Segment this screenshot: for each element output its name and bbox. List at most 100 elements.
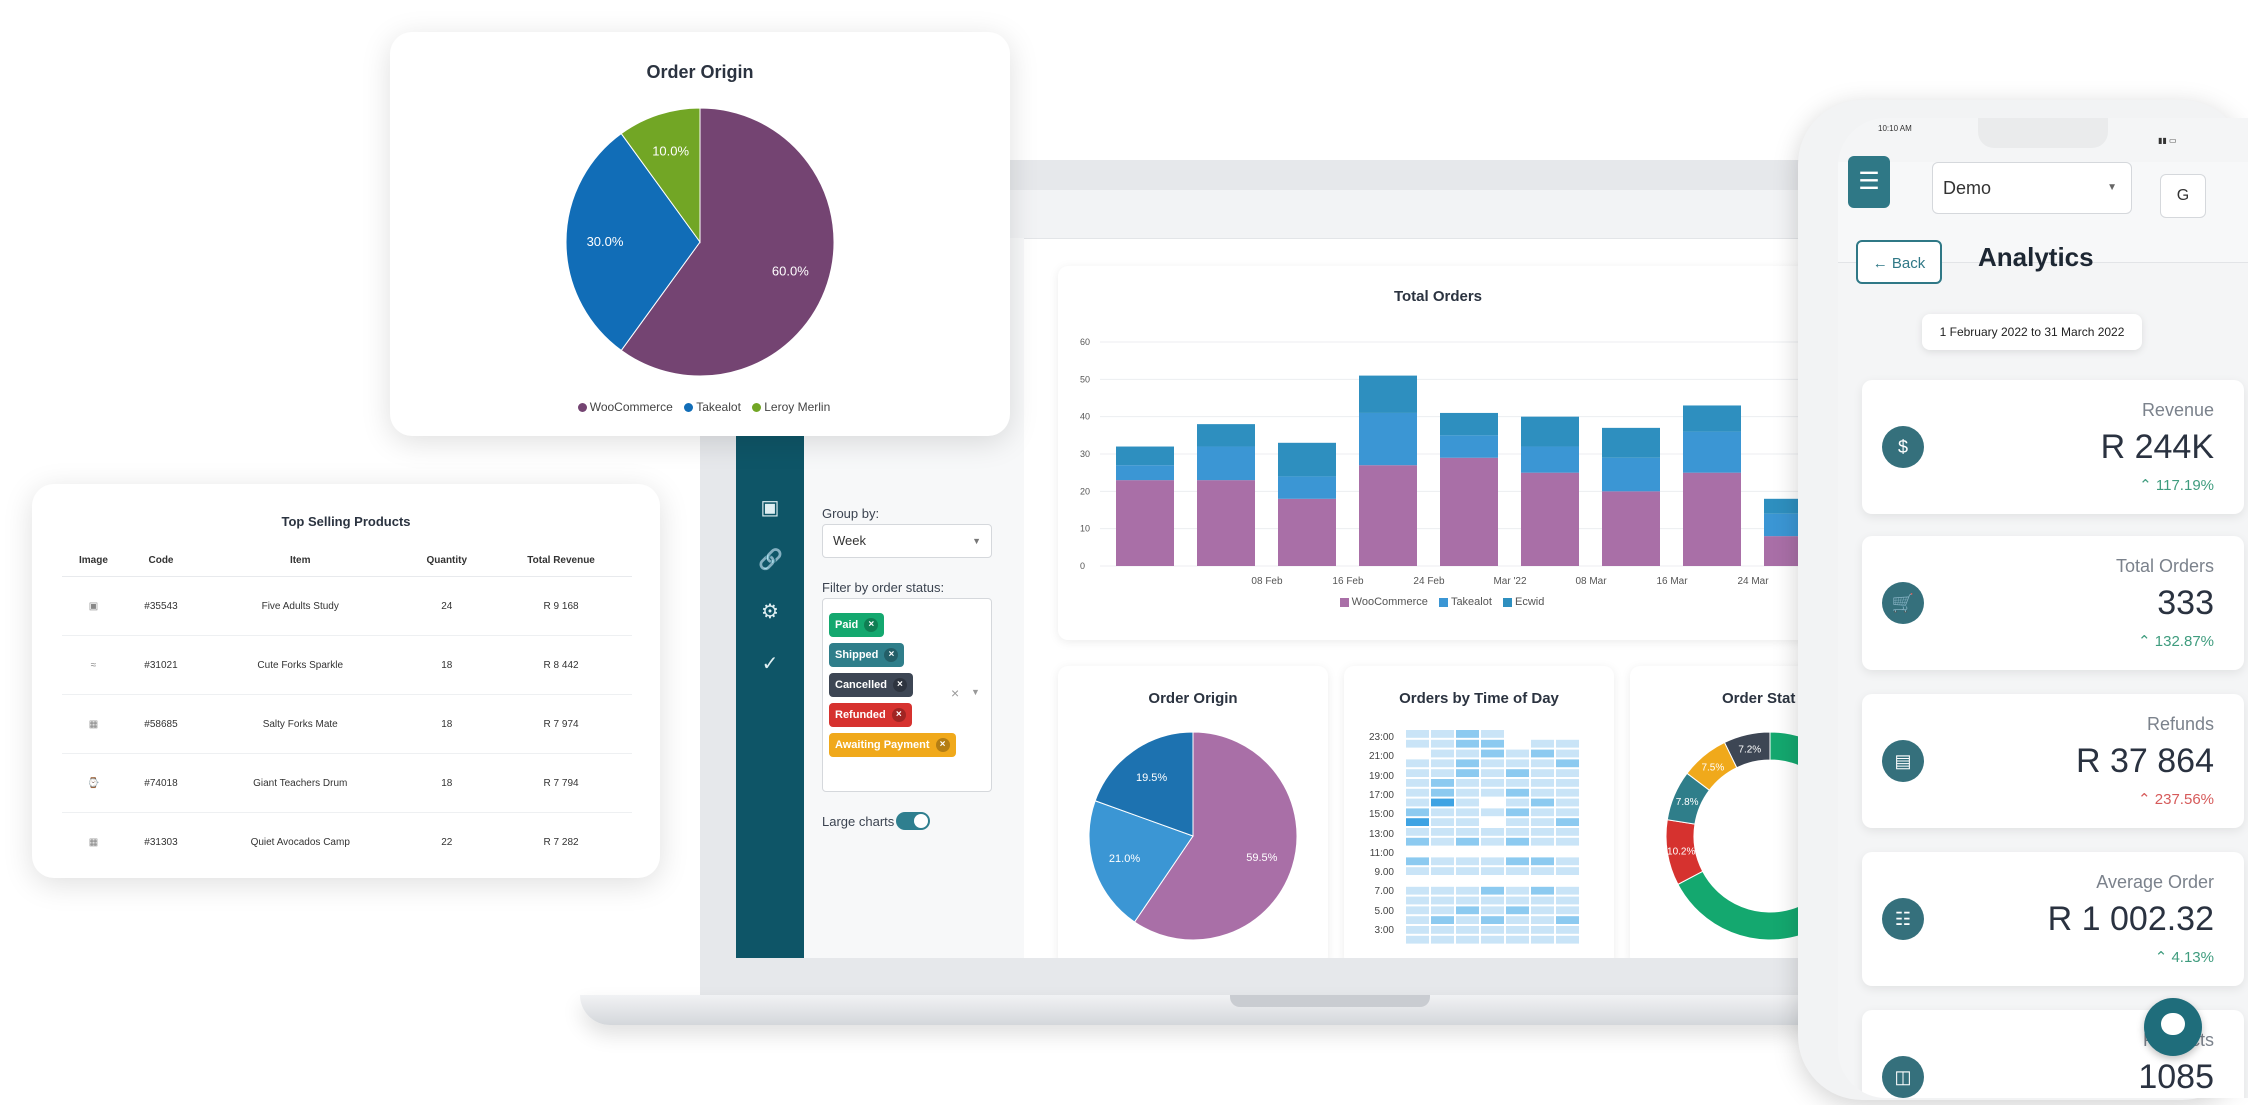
order-status-title: Order Stat bbox=[1722, 690, 1796, 707]
cell-quantity: 24 bbox=[403, 576, 491, 636]
status-tag-shipped[interactable]: Shipped × bbox=[829, 643, 905, 667]
average-order-card[interactable]: ☷ Average Order R 1 002.32 ⌃ 4.13% bbox=[1862, 852, 2244, 986]
time-of-day-card: Orders by Time of Day 23:00 21:00 19:00 17:… bbox=[1344, 666, 1614, 958]
hour-label: 23:00 bbox=[1368, 732, 1394, 743]
average-order-label: Average Order bbox=[2096, 872, 2214, 892]
cell-item: Cute Forks Sparkle bbox=[197, 635, 404, 695]
heatmap-cell bbox=[1456, 916, 1479, 924]
status-tag-refunded[interactable]: Refunded × bbox=[829, 703, 912, 727]
menu-icon[interactable]: ☰ bbox=[1848, 156, 1890, 208]
remove-icon[interactable]: × bbox=[884, 648, 899, 663]
heatmap-cell bbox=[1431, 935, 1454, 944]
chat-bubble-icon bbox=[2161, 1013, 2185, 1035]
table-row[interactable]: ▣ #35543 Five Adults Study 24 R 9 168 bbox=[62, 576, 632, 636]
heatmap-cell bbox=[1456, 837, 1479, 846]
legend-swatch bbox=[684, 403, 694, 413]
order-origin-legend: WooCommerce Takealot Leroy Merlin bbox=[390, 400, 1010, 414]
date-range-button[interactable]: 1 February 2022 to 31 March 2022 bbox=[1922, 314, 2142, 350]
tag-label: Cancelled bbox=[835, 679, 887, 691]
total-orders-label: Total Orders bbox=[2115, 556, 2214, 576]
link-icon[interactable]: 🔗 bbox=[758, 549, 783, 571]
heatmap-cell bbox=[1531, 877, 1554, 885]
table-row[interactable]: ≈ #31021 Cute Forks Sparkle 18 R 8 442 bbox=[62, 635, 632, 695]
inbox-icon[interactable]: ▣ bbox=[760, 497, 780, 519]
tag-label: Paid bbox=[835, 619, 859, 631]
dollar-icon: $ bbox=[1882, 426, 1924, 468]
cell-code: #58685 bbox=[124, 694, 198, 754]
trend-up-icon: ⌃ bbox=[2138, 633, 2151, 650]
heatmap-cell bbox=[1406, 867, 1429, 875]
large-charts-toggle[interactable] bbox=[896, 812, 930, 830]
pie-slice bbox=[1088, 800, 1194, 923]
pie-slice bbox=[1133, 731, 1298, 941]
heatmap-cell bbox=[1481, 798, 1504, 807]
heatmap-cell bbox=[1431, 788, 1454, 797]
table-row[interactable]: ▦ #58685 Salty Forks Mate 18 R 7 974 bbox=[62, 694, 632, 754]
status-filter-box[interactable]: Paid × Shipped × Cancelled × Refunded × Awai… bbox=[822, 598, 992, 792]
tag-label: Refunded bbox=[835, 709, 886, 721]
legend-label: WooCommerce bbox=[1351, 596, 1428, 608]
remove-icon[interactable]: × bbox=[864, 618, 879, 633]
heatmap-cell bbox=[1456, 798, 1479, 807]
heatmap-cell bbox=[1506, 818, 1529, 826]
heatmap-cell bbox=[1431, 749, 1454, 758]
chat-button[interactable] bbox=[2144, 998, 2202, 1056]
heatmap-cell bbox=[1506, 779, 1529, 787]
box-icon: ◫ bbox=[1882, 1056, 1924, 1098]
heatmap-cell bbox=[1556, 906, 1579, 915]
status-tag-paid[interactable]: Paid × bbox=[829, 613, 885, 637]
legend-swatch bbox=[752, 403, 762, 413]
chevron-down-icon[interactable]: ▼ bbox=[971, 687, 980, 697]
y-tick-label: 10 bbox=[1080, 524, 1090, 534]
cell-code: #31303 bbox=[144, 836, 178, 848]
remove-icon[interactable]: × bbox=[935, 738, 950, 753]
heatmap-cell bbox=[1406, 808, 1429, 817]
bar-segment bbox=[1197, 424, 1255, 447]
remove-icon[interactable]: × bbox=[891, 708, 906, 723]
heatmap-cell bbox=[1431, 926, 1454, 934]
heatmap-cell bbox=[1556, 779, 1579, 787]
cell-revenue: R 8 442 bbox=[490, 635, 632, 695]
bar-segment bbox=[1521, 472, 1579, 566]
check-circle-icon[interactable]: ✓ bbox=[761, 653, 779, 675]
table-row[interactable]: ▦ #31303 Quiet Avocados Camp 22 R 7 282 bbox=[62, 813, 632, 872]
avatar-button[interactable]: G bbox=[2160, 174, 2206, 218]
top-selling-products-card: Top Selling Products Image Code Item Qua… bbox=[32, 484, 660, 878]
top-selling-table: Image Code Item Quantity Total Revenue ▣… bbox=[62, 544, 632, 871]
heatmap-cell bbox=[1481, 828, 1504, 836]
store-select[interactable]: Demo ▼ bbox=[1932, 162, 2132, 214]
bar-segment bbox=[1683, 472, 1741, 566]
status-tag-awaiting-payment[interactable]: Awaiting Payment × bbox=[829, 733, 956, 757]
back-button[interactable]: ← Back bbox=[1856, 240, 1942, 284]
status-time: 10:10 AM bbox=[1878, 124, 1912, 133]
group-by-select[interactable]: Week ▼ bbox=[822, 524, 992, 558]
cell-item: Quiet Avocados Camp bbox=[250, 836, 350, 848]
heatmap-cell bbox=[1556, 730, 1579, 738]
x-tick-label: Mar '22 bbox=[1493, 576, 1526, 587]
heatmap-cell bbox=[1531, 788, 1554, 797]
clear-icon[interactable]: × bbox=[951, 685, 960, 701]
gear-icon[interactable]: ⚙ bbox=[761, 601, 779, 623]
heatmap-cell bbox=[1531, 818, 1554, 826]
heatmap-cell bbox=[1506, 730, 1529, 738]
bar-segment bbox=[1521, 416, 1579, 447]
heatmap-cell bbox=[1456, 828, 1479, 836]
bar-segment bbox=[1359, 465, 1417, 566]
heatmap-cell bbox=[1556, 788, 1579, 797]
revenue-card[interactable]: $ Revenue R 244K ⌃ 117.19% bbox=[1862, 380, 2244, 514]
heatmap-cell bbox=[1531, 779, 1554, 787]
hour-label: 19:00 bbox=[1368, 770, 1394, 782]
change-value: 117.19% bbox=[2155, 477, 2214, 494]
heatmap-cell bbox=[1556, 818, 1579, 826]
total-orders-stat-card[interactable]: 🛒 Total Orders 333 ⌃ 132.87% bbox=[1862, 536, 2244, 670]
table-row[interactable]: ⌚ #74018 Giant Teachers Drum 18 R 7 794 bbox=[62, 753, 632, 813]
heatmap-cell bbox=[1556, 769, 1579, 777]
heatmap-cell bbox=[1456, 877, 1479, 885]
products-value: 1085 bbox=[2138, 1058, 2214, 1096]
change-value: 132.87% bbox=[2154, 633, 2214, 650]
refunds-card[interactable]: ▤ Refunds R 37 864 ⌃ 237.56% bbox=[1862, 694, 2244, 828]
status-tag-cancelled[interactable]: Cancelled × bbox=[829, 673, 913, 697]
remove-icon[interactable]: × bbox=[892, 678, 907, 693]
heatmap-cell bbox=[1481, 935, 1504, 944]
heatmap-cell bbox=[1531, 749, 1554, 758]
